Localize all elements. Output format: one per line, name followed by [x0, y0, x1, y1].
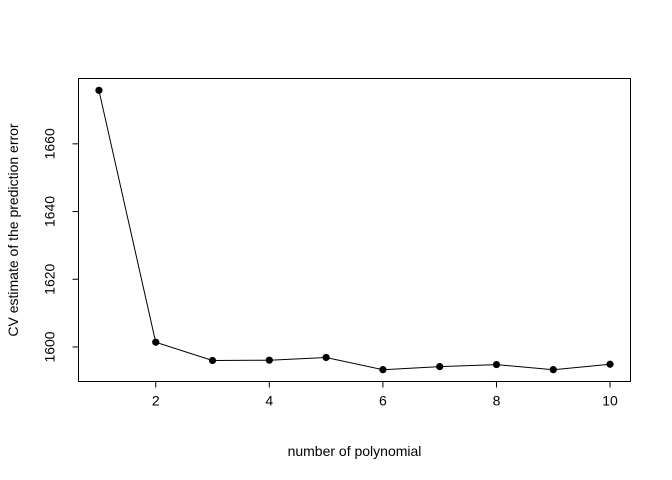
x-tick-label: 8 — [493, 393, 501, 409]
data-points — [95, 86, 614, 374]
y-tick-label: 1660 — [42, 128, 58, 159]
plot-frame — [78, 78, 631, 382]
data-point — [492, 360, 501, 369]
y-axis-title: CV estimate of the prediction error — [5, 123, 21, 337]
data-point — [95, 86, 103, 94]
data-point — [379, 366, 387, 374]
x-tick-label: 4 — [265, 393, 273, 409]
data-point — [152, 338, 160, 346]
series-line — [98, 90, 611, 371]
data-point — [436, 363, 444, 371]
data-point — [549, 366, 557, 374]
data-point — [208, 356, 217, 365]
y-tick-label: 1640 — [42, 196, 58, 227]
x-tick-label: 6 — [379, 393, 387, 409]
x-tick-label: 2 — [152, 393, 160, 409]
y-tick-label: 1600 — [42, 331, 58, 362]
data-point — [322, 353, 330, 362]
data-point — [606, 360, 614, 368]
x-axis-title: number of polynomial — [288, 443, 422, 459]
y-axis: 1600 1620 1640 1660 — [42, 128, 79, 363]
x-axis: 2 4 6 8 10 — [152, 381, 618, 409]
y-tick-label: 1620 — [42, 263, 58, 294]
data-point — [265, 356, 273, 364]
x-tick-label: 10 — [602, 393, 618, 409]
